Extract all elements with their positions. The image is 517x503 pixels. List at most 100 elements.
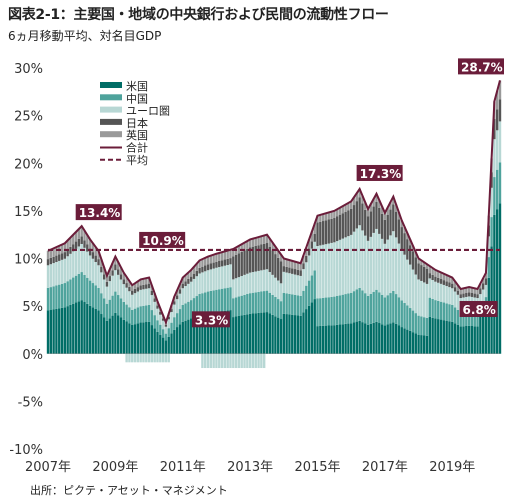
bar-segment: [223, 265, 227, 289]
bar-segment: [136, 307, 140, 324]
bar-segment: [260, 312, 263, 354]
liquidity-flow-chart: 30% 25% 20% 15% 10% 5% 0% -5% -10% 2007年 2009年 201…: [9, 58, 504, 475]
bar-segment: [347, 202, 350, 211]
bar-segment: [428, 297, 432, 317]
bar-segment: [206, 353, 210, 369]
bar-segment: [100, 314, 103, 354]
bar-segment: [254, 237, 257, 246]
bar-segment: [470, 326, 474, 354]
bar-segment: [498, 203, 502, 354]
bar-segment: [459, 326, 462, 354]
bar-segment: [240, 295, 243, 316]
bar-segment: [392, 290, 395, 323]
bar-segment: [237, 277, 241, 297]
bar-segment: [470, 292, 474, 297]
bar-segment: [380, 213, 384, 239]
bar-segment: [133, 353, 137, 363]
bar-segment: [114, 270, 117, 292]
bar-segment: [268, 246, 271, 273]
bar-segment: [72, 234, 75, 245]
bar-segment: [139, 306, 142, 323]
bar-segment: [133, 288, 137, 294]
bar-segment: [411, 332, 415, 354]
bar-segment: [218, 311, 221, 354]
bar-segment: [209, 353, 213, 369]
bar-segment: [237, 296, 241, 316]
bar-segment: [437, 277, 440, 283]
bar-segment: [243, 294, 246, 315]
callout-box: [139, 231, 186, 248]
bar-segment: [189, 269, 193, 277]
bar-segment: [254, 271, 257, 293]
bar-segment: [333, 218, 336, 243]
source-note: 出所：ピクテ・アセット・マネジメント: [30, 484, 228, 497]
x-tick-label: 2019年: [429, 460, 475, 475]
bar-segment: [102, 279, 106, 299]
bar-segment: [232, 279, 235, 299]
bar-segment: [246, 241, 249, 249]
bar-segment: [260, 353, 263, 369]
bar-segment: [406, 259, 409, 306]
bar-segment: [198, 267, 201, 274]
bar-segment: [389, 323, 392, 354]
bar-segment: [80, 236, 83, 244]
bar-segment: [220, 260, 224, 267]
callout-label: 13.4%: [79, 206, 121, 220]
bar-segment: [80, 300, 83, 354]
bar-segment: [423, 262, 426, 267]
bar-segment: [94, 308, 97, 354]
bar-segment: [347, 210, 350, 237]
bar-segment: [86, 277, 89, 304]
bar-segment: [195, 270, 198, 277]
y-tick-label: -5%: [18, 395, 43, 410]
bar-segment: [201, 293, 204, 315]
bar-segment: [274, 296, 277, 317]
bar-segment: [204, 292, 207, 314]
bar-segment: [397, 219, 401, 244]
x-tick-label: 2017年: [362, 460, 408, 475]
bar-segment: [372, 232, 375, 292]
bar-segment: [212, 312, 215, 354]
bar-segment: [248, 293, 252, 314]
bar-segment: [493, 177, 496, 215]
bar-segment: [439, 272, 443, 279]
bar-segment: [150, 353, 154, 363]
bar-segment: [97, 259, 100, 266]
legend-swatch: [100, 82, 122, 88]
bar-segment: [181, 288, 184, 305]
bar-segment: [209, 255, 213, 264]
bar-segment: [484, 309, 488, 354]
legend-label: 平均: [126, 154, 148, 167]
bar-segment: [119, 279, 123, 299]
bar-segment: [178, 289, 182, 294]
bar-segment: [350, 323, 353, 354]
bar-segment: [175, 290, 179, 296]
bar-segment: [321, 325, 325, 354]
bar-segment: [330, 325, 333, 354]
callout-box: [356, 164, 403, 181]
bar-segment: [467, 292, 471, 297]
bar-segment: [291, 294, 294, 315]
y-tick-label: 20%: [14, 157, 43, 172]
bar-segment: [52, 309, 55, 354]
bar-segment: [74, 302, 78, 354]
callout-box: [458, 58, 504, 75]
bar-segment: [378, 292, 381, 324]
bar-segment: [145, 305, 148, 323]
bar-segment: [369, 203, 373, 212]
bar-segment: [220, 311, 224, 354]
bar-segment: [66, 306, 69, 354]
bar-segment: [271, 250, 274, 275]
bar-segment: [63, 283, 67, 308]
bar-segment: [246, 273, 249, 295]
bar-segment: [97, 250, 100, 260]
bar-segment: [291, 273, 294, 295]
bar-segment: [49, 287, 52, 311]
bar-segment: [131, 324, 134, 354]
bar-segment: [147, 283, 151, 289]
bar-segment: [83, 274, 86, 303]
bar-segment: [262, 312, 266, 354]
bar-segment: [425, 335, 429, 354]
bar-segment: [479, 294, 482, 305]
bar-segment: [114, 264, 117, 271]
